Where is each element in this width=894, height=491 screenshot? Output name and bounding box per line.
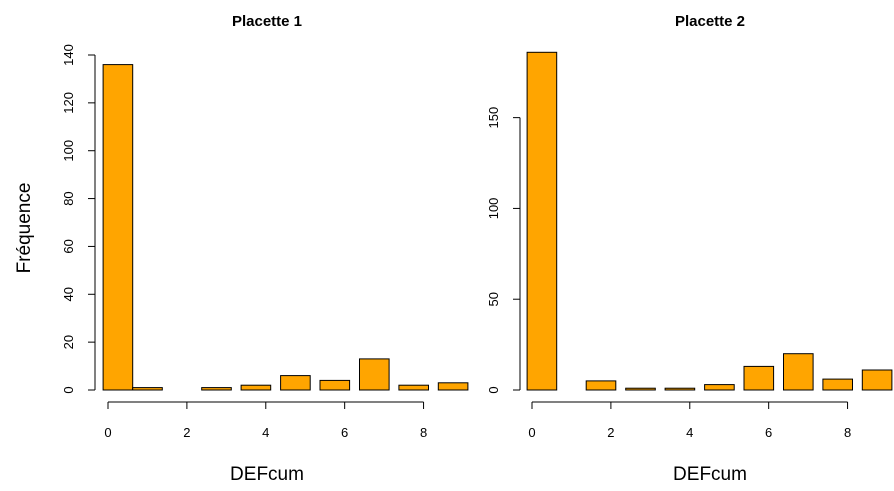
panel-placette-2: Placette 2 DEFcum 0 2 4 6 8 0 50 100 150 bbox=[486, 13, 893, 485]
y-tick-label: 0 bbox=[486, 386, 501, 393]
y-tick-label: 100 bbox=[61, 140, 76, 162]
bar-layer bbox=[102, 64, 469, 391]
y-tick-label: 140 bbox=[61, 44, 76, 66]
x-tick-label: 8 bbox=[420, 425, 427, 440]
histogram-bar bbox=[398, 384, 429, 391]
x-axis-label: DEFcum bbox=[673, 464, 747, 485]
panel-title: Placette 1 bbox=[232, 13, 302, 30]
histogram-bar bbox=[704, 384, 735, 391]
x-axis: 0 2 4 6 8 bbox=[528, 401, 851, 440]
histogram-bar bbox=[822, 378, 854, 391]
histogram-bar bbox=[359, 358, 390, 391]
y-axis: 0 50 100 150 bbox=[486, 107, 521, 394]
x-tick-label: 0 bbox=[104, 425, 111, 440]
histogram-bar bbox=[625, 387, 656, 391]
histogram-bar bbox=[526, 51, 558, 391]
panel-title: Placette 2 bbox=[675, 13, 745, 30]
histogram-bar bbox=[664, 387, 696, 391]
histogram-bar bbox=[437, 382, 469, 391]
bar-layer bbox=[526, 51, 893, 391]
x-tick-label: 0 bbox=[528, 425, 535, 440]
y-tick-label: 0 bbox=[61, 386, 76, 393]
x-tick-label: 6 bbox=[341, 425, 348, 440]
y-axis: 0 20 40 60 80 100 120 140 bbox=[61, 44, 96, 394]
y-tick-label: 120 bbox=[61, 92, 76, 114]
histogram-bar bbox=[861, 369, 893, 391]
y-tick-label: 80 bbox=[61, 191, 76, 205]
histogram-bar bbox=[132, 387, 163, 391]
x-tick-label: 4 bbox=[262, 425, 269, 440]
x-axis: 0 2 4 6 8 bbox=[104, 401, 427, 440]
histogram-bar bbox=[743, 365, 775, 391]
histogram-bar bbox=[102, 64, 134, 391]
histogram-bar bbox=[319, 379, 351, 391]
histogram-bar bbox=[585, 380, 617, 391]
x-tick-label: 2 bbox=[607, 425, 614, 440]
histogram-bar bbox=[240, 384, 272, 391]
y-tick-label: 50 bbox=[486, 292, 501, 306]
x-tick-label: 8 bbox=[844, 425, 851, 440]
panel-placette-1: Placette 1 DEFcum 0 2 4 6 8 0 20 40 60 80 100 120 1… bbox=[61, 13, 469, 485]
y-tick-label: 150 bbox=[486, 107, 501, 129]
y-tick-label: 60 bbox=[61, 239, 76, 253]
x-tick-label: 4 bbox=[686, 425, 693, 440]
y-tick-label: 100 bbox=[486, 198, 501, 220]
figure-ylabel: Fréquence bbox=[14, 183, 35, 274]
histogram-bar bbox=[783, 353, 814, 391]
x-axis-label: DEFcum bbox=[230, 464, 304, 485]
y-tick-label: 20 bbox=[61, 335, 76, 349]
histogram-bar bbox=[201, 387, 232, 391]
x-tick-label: 6 bbox=[765, 425, 772, 440]
x-tick-label: 2 bbox=[183, 425, 190, 440]
histogram-bar bbox=[280, 375, 311, 391]
y-tick-label: 40 bbox=[61, 287, 76, 301]
